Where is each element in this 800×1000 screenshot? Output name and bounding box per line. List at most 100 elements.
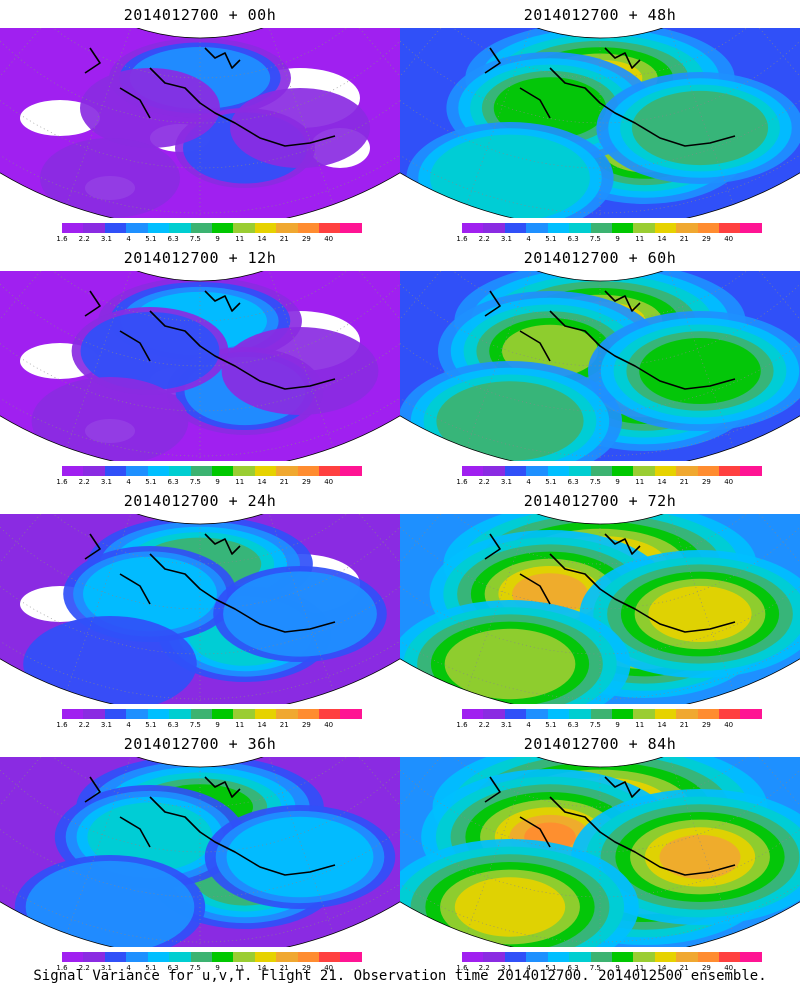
colorbar-tick-label: 4 — [126, 721, 131, 729]
colorbar-swatch — [462, 466, 484, 476]
colorbar-swatch — [319, 709, 341, 719]
colorbar-tick-label: 21 — [279, 235, 289, 243]
colorbar-swatch — [676, 223, 698, 233]
contour-region — [87, 802, 213, 872]
colorbar-swatch — [104, 709, 127, 719]
colorbar-tick-label: 7.5 — [189, 235, 201, 243]
colorbar-swatch — [547, 466, 570, 476]
colorbar-swatch — [504, 223, 527, 233]
map-boundary — [400, 514, 800, 704]
colorbar-tick-label: 11 — [235, 478, 245, 486]
colorbar-tick-label: 9 — [615, 964, 620, 972]
colorbar-tick-label: 2.2 — [478, 964, 490, 972]
colorbar-swatch — [569, 466, 591, 476]
contour-region — [31, 377, 189, 461]
colorbar-tick-label: 4 — [526, 964, 531, 972]
colorbar-tick-label: 7.5 — [189, 964, 201, 972]
panel-title: 2014012700 + 60h — [523, 249, 677, 267]
colorbar-swatch — [526, 466, 548, 476]
colorbar-tick-label: 9 — [615, 478, 620, 486]
contour-region — [230, 88, 370, 168]
colorbar-labels: 1.6 2.2 3.1 4 5.1 6.3 7.5 9 11 14 21 29 40 — [56, 964, 362, 974]
colorbar-tick-label: 11 — [635, 964, 645, 972]
colorbar-swatch — [276, 466, 298, 476]
contour-region — [648, 586, 752, 642]
colorbar-swatch — [104, 952, 127, 962]
colorbar-swatch — [719, 466, 741, 476]
colorbar-swatch — [147, 709, 170, 719]
colorbar-swatch — [590, 952, 612, 962]
colorbar-tick-label: 3.1 — [500, 478, 513, 486]
colorbar-tick-label: 5.1 — [145, 964, 157, 972]
colorbar-swatch — [654, 709, 677, 719]
colorbar-swatch — [611, 466, 634, 476]
colorbar-swatch — [719, 952, 741, 962]
colorbar-tick-label: 5.1 — [145, 235, 157, 243]
colorbar-swatch — [254, 952, 277, 962]
colorbar-swatch — [526, 223, 548, 233]
latitude-line — [400, 28, 800, 214]
colorbar-swatch — [504, 952, 527, 962]
colorbar-swatch — [62, 952, 84, 962]
colorbar-swatch — [83, 223, 105, 233]
colorbar-tick-label: 1.6 — [456, 721, 468, 729]
colorbar-tick-label: 3.1 — [100, 478, 113, 486]
colorbar-tick-label: 40 — [724, 964, 734, 972]
colorbar-tick-label: 11 — [635, 235, 645, 243]
colorbar-tick-label: 29 — [301, 721, 311, 729]
colorbar-tick-label: 14 — [657, 721, 667, 729]
colorbar-swatch — [611, 709, 634, 719]
colorbar-swatch — [504, 466, 527, 476]
colorbar-tick-label: 14 — [657, 235, 667, 243]
colorbar-swatch — [340, 709, 362, 719]
colorbar-labels: 1.6 2.2 3.1 4 5.1 6.3 7.5 9 11 14 21 29 40 — [456, 721, 762, 731]
colorbar-swatch — [654, 223, 677, 233]
variance-map — [400, 757, 800, 947]
colorbar-tick-label: 3.1 — [500, 721, 513, 729]
colorbar-swatch — [483, 466, 505, 476]
missing-data-patch — [20, 100, 100, 136]
colorbar-swatch — [676, 952, 698, 962]
colorbar-tick-label: 6.3 — [167, 721, 179, 729]
colorbar-swatch — [211, 223, 234, 233]
colorbar-swatch — [740, 709, 762, 719]
colorbar-tick-label: 2.2 — [478, 721, 490, 729]
colorbar-tick-label: 14 — [657, 478, 667, 486]
coastline — [484, 533, 736, 633]
colorbar-tick-label: 7.5 — [589, 721, 601, 729]
variance-map — [0, 514, 400, 704]
colorbar-tick-label: 1.6 — [456, 478, 468, 486]
colorbar-tick-label: 40 — [324, 478, 334, 486]
colorbar-swatch — [526, 709, 548, 719]
colorbar-swatch — [169, 709, 191, 719]
colorbar-swatch — [569, 952, 591, 962]
colorbar-tick-label: 40 — [724, 235, 734, 243]
colorbar-swatch — [190, 709, 212, 719]
colorbar-swatch — [590, 709, 612, 719]
colorbar-tick-label: 40 — [324, 964, 334, 972]
map-panel: 2014012700 + 12h 1.6 2.2 3.1 4 5.1 6.3 7.5 9 11 14… — [0, 243, 400, 488]
colorbar-swatch — [62, 466, 84, 476]
colorbar — [62, 466, 362, 476]
panel-title: 2014012700 + 00h — [123, 6, 277, 24]
colorbar-tick-label: 2.2 — [78, 964, 90, 972]
colorbar-swatch — [569, 709, 591, 719]
colorbar-tick-label: 9 — [215, 721, 220, 729]
colorbar-tick-label: 11 — [635, 721, 645, 729]
colorbar-tick-label: 9 — [615, 721, 620, 729]
colorbar-swatch — [611, 223, 634, 233]
colorbar-swatch — [633, 466, 655, 476]
map-panel: 2014012700 + 24h 1.6 2.2 3.1 4 5.1 6.3 7.5 9 11 14… — [0, 486, 400, 731]
colorbar-tick-label: 9 — [215, 964, 220, 972]
colorbar-swatch — [169, 223, 191, 233]
colorbar — [462, 466, 762, 476]
colorbar-tick-label: 1.6 — [56, 721, 68, 729]
colorbar-swatch — [590, 466, 612, 476]
contour-region — [83, 556, 217, 632]
colorbar-swatch — [676, 466, 698, 476]
panel-title: 2014012700 + 24h — [123, 492, 277, 510]
colorbar-tick-label: 2.2 — [78, 478, 90, 486]
colorbar-swatch — [526, 952, 548, 962]
colorbar-swatch — [254, 709, 277, 719]
colorbar — [462, 223, 762, 233]
